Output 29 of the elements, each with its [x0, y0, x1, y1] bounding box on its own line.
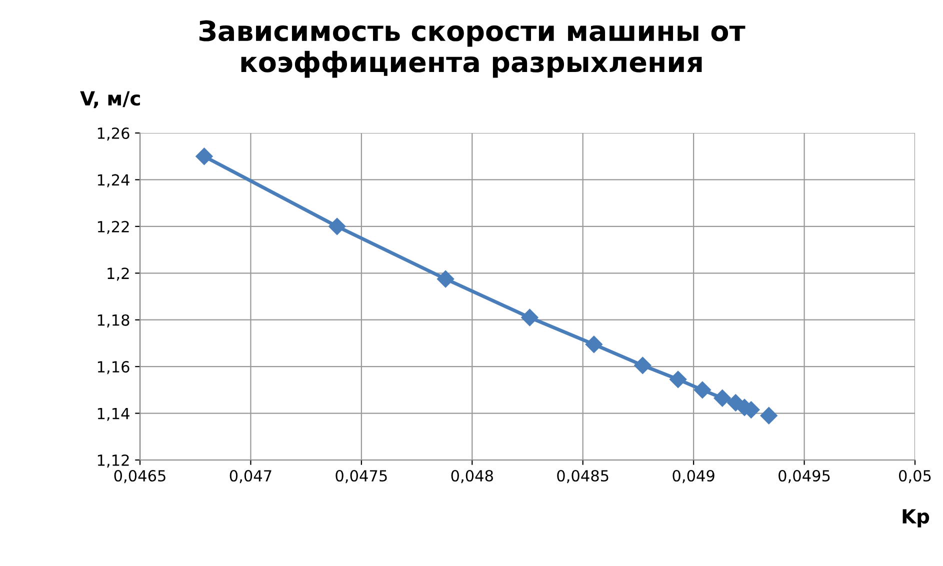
point [585, 336, 602, 353]
x-tick-label: 0,0465 [114, 470, 166, 484]
point [670, 370, 687, 388]
point [437, 270, 454, 288]
x-tick-label: 0,047 [230, 470, 272, 484]
x-tick-label: 0,048 [451, 470, 493, 484]
y-tick-label: 1,2 [108, 268, 129, 281]
x-tick-label: 0,049 [672, 470, 714, 484]
point [521, 308, 538, 326]
x-tick-label: 0,05 [899, 470, 931, 484]
y-tick-label: 1,14 [98, 408, 130, 421]
y-tick-label: 1,12 [98, 454, 129, 468]
y-tick-label: 1,22 [98, 220, 129, 234]
point [634, 356, 652, 374]
x-tick-label: 0,0475 [336, 470, 387, 484]
x-tick-label: 0,0485 [557, 470, 608, 484]
y-tick-label: 1,26 [98, 127, 130, 141]
x-tick-label: 0,0495 [778, 470, 830, 484]
y-tick-label: 1,24 [98, 174, 130, 188]
point [328, 218, 346, 235]
y-tick-label: 1,16 [98, 361, 130, 374]
point [694, 381, 711, 398]
y-tick-label: 1,18 [98, 314, 130, 328]
point [714, 390, 731, 407]
point [760, 407, 778, 424]
point [196, 148, 213, 165]
chart-title: Зависимость скорости машины от коэффициента разрыхления [199, 20, 746, 78]
y-axis-title: V, м/с [80, 91, 140, 108]
x-axis-title: Kp [902, 509, 930, 528]
